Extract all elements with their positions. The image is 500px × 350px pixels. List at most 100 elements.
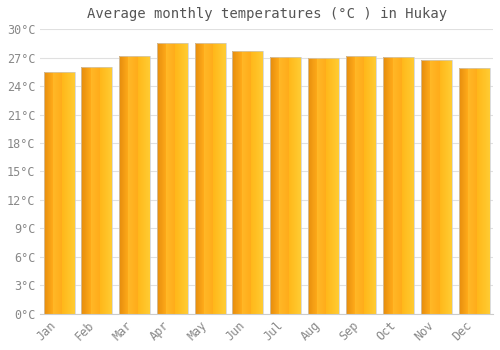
Bar — [479, 68, 480, 314]
Bar — [216, 43, 217, 314]
Bar — [238, 51, 239, 314]
Bar — [50, 72, 51, 314]
Bar — [67, 72, 68, 314]
Bar — [467, 68, 468, 314]
Bar — [66, 72, 67, 314]
Bar — [255, 51, 256, 314]
Bar — [247, 51, 248, 314]
Bar — [86, 67, 87, 314]
Bar — [395, 57, 396, 314]
Bar — [181, 43, 182, 314]
Bar — [221, 43, 222, 314]
Bar — [234, 51, 235, 314]
Bar — [243, 51, 244, 314]
Bar — [177, 43, 178, 314]
Bar — [198, 43, 200, 314]
Bar — [209, 43, 210, 314]
Bar — [72, 72, 73, 314]
Bar — [442, 61, 443, 314]
Bar — [430, 61, 431, 314]
Bar — [358, 56, 359, 314]
Bar — [349, 56, 350, 314]
Bar — [44, 72, 45, 314]
Bar — [403, 57, 404, 314]
Bar — [295, 57, 296, 314]
Bar — [170, 43, 171, 314]
Bar — [237, 51, 238, 314]
Bar — [408, 57, 409, 314]
Bar — [147, 56, 148, 314]
Bar — [477, 68, 478, 314]
Bar — [119, 56, 150, 314]
Bar — [331, 58, 332, 314]
Bar — [357, 56, 358, 314]
Bar — [138, 56, 139, 314]
Bar — [125, 56, 126, 314]
Bar — [178, 43, 179, 314]
Bar — [485, 68, 486, 314]
Bar — [327, 58, 328, 314]
Bar — [449, 61, 450, 314]
Bar — [367, 56, 368, 314]
Bar — [356, 56, 357, 314]
Bar — [99, 67, 100, 314]
Bar — [51, 72, 52, 314]
Bar — [459, 68, 460, 314]
Bar — [68, 72, 69, 314]
Bar — [183, 43, 184, 314]
Bar — [412, 57, 413, 314]
Bar — [101, 67, 102, 314]
Bar — [365, 56, 366, 314]
Bar — [397, 57, 398, 314]
Bar — [283, 57, 284, 314]
Bar — [392, 57, 393, 314]
Bar — [487, 68, 488, 314]
Bar — [400, 57, 401, 314]
Bar — [201, 43, 202, 314]
Bar — [385, 57, 386, 314]
Bar — [458, 68, 459, 314]
Bar — [252, 51, 253, 314]
Bar — [480, 68, 481, 314]
Bar — [251, 51, 252, 314]
Bar — [389, 57, 390, 314]
Bar — [272, 57, 273, 314]
Bar — [337, 58, 338, 314]
Bar — [471, 68, 472, 314]
Bar — [214, 43, 215, 314]
Bar — [399, 57, 400, 314]
Bar — [435, 61, 436, 314]
Bar — [478, 68, 479, 314]
Bar — [298, 57, 299, 314]
Bar — [300, 57, 301, 314]
Bar — [361, 56, 362, 314]
Bar — [182, 43, 183, 314]
Bar — [440, 61, 441, 314]
Bar — [347, 56, 348, 314]
Bar — [197, 43, 198, 314]
Bar — [332, 58, 333, 314]
Bar — [320, 58, 321, 314]
Bar — [384, 57, 385, 314]
Bar — [373, 56, 374, 314]
Bar — [409, 57, 410, 314]
Bar — [180, 43, 181, 314]
Bar — [145, 56, 146, 314]
Bar — [323, 58, 324, 314]
Bar — [308, 58, 309, 314]
Bar — [462, 68, 463, 314]
Bar — [421, 61, 422, 314]
Bar — [260, 51, 261, 314]
Bar — [127, 56, 128, 314]
Bar — [55, 72, 56, 314]
Bar — [460, 68, 461, 314]
Bar — [95, 67, 96, 314]
Bar — [437, 61, 438, 314]
Bar — [393, 57, 394, 314]
Bar — [84, 67, 85, 314]
Bar — [124, 56, 125, 314]
Bar — [111, 67, 112, 314]
Bar — [351, 56, 352, 314]
Bar — [132, 56, 133, 314]
Bar — [309, 58, 310, 314]
